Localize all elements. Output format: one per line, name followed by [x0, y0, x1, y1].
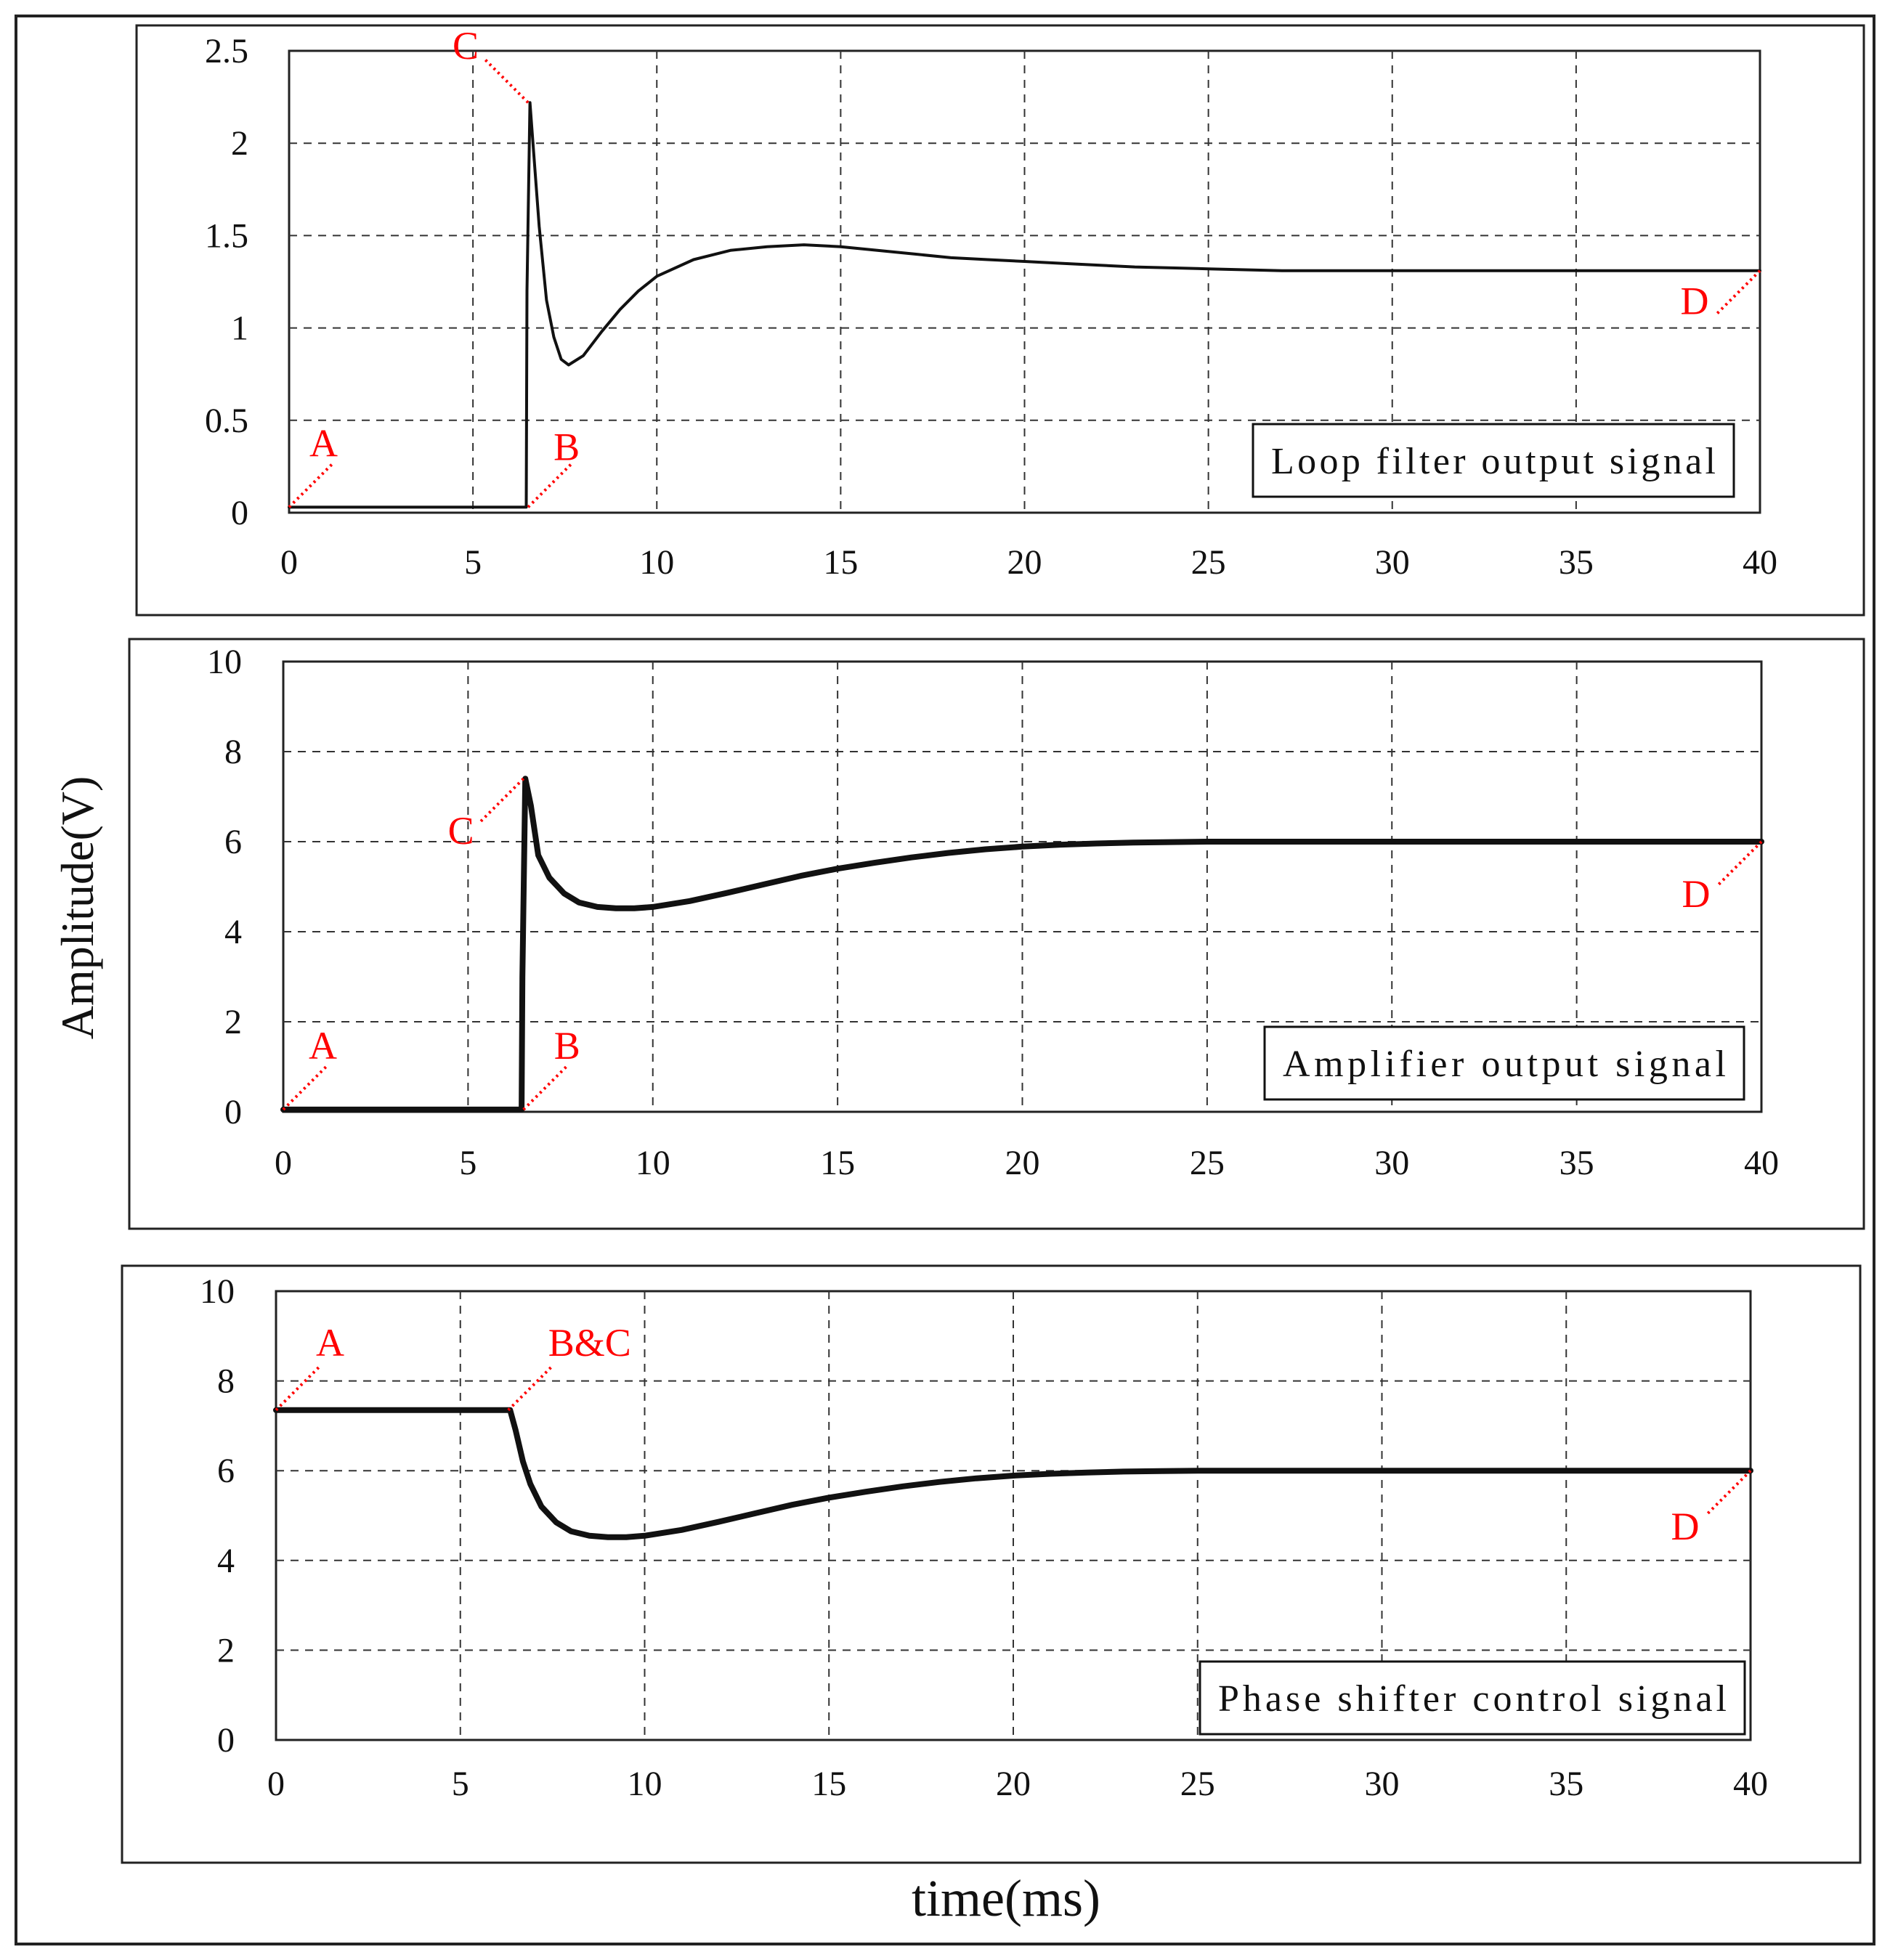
y-tick-label: 0.5 — [205, 402, 248, 440]
x-tick-label: 40 — [1743, 543, 1777, 582]
annotation-label: B — [553, 425, 580, 468]
legend-label: Amplifier output signal — [1283, 1044, 1726, 1085]
x-tick-label: 15 — [823, 543, 858, 582]
x-tick-label: 20 — [1005, 1144, 1040, 1182]
y-tick-label: 2 — [224, 1003, 242, 1041]
y-tick-label: 2 — [217, 1631, 235, 1670]
panel-3-frame — [121, 1264, 1862, 1864]
annotation-leader — [1715, 269, 1761, 316]
series-line — [280, 776, 1764, 1113]
x-tick-label: 25 — [1191, 543, 1226, 582]
annotation-leader — [1716, 840, 1763, 887]
y-tick-label: 8 — [224, 733, 242, 771]
series-line — [273, 1407, 1753, 1540]
annotation-label: D — [1681, 280, 1709, 323]
x-tick-label: 0 — [275, 1144, 292, 1182]
x-tick-label: 15 — [811, 1765, 846, 1803]
x-tick-label: 5 — [464, 543, 482, 582]
panel-1-frame — [135, 24, 1865, 617]
annotation-label: A — [309, 421, 338, 465]
annotation-label: C — [453, 24, 479, 68]
x-tick-label: 10 — [636, 1144, 670, 1182]
x-tick-label: 35 — [1559, 543, 1594, 582]
annotation-label: D — [1682, 872, 1711, 916]
y-tick-label: 10 — [207, 643, 242, 681]
y-tick-label: 2.5 — [205, 32, 248, 70]
annotation-leader — [288, 462, 334, 508]
loop-filter-plot: 0 5 10 15 20 25 30 35 40 0 0.5 1 1.5 2 2.5 A B C D Loop fil… — [205, 24, 1777, 582]
x-tick-label: 20 — [1007, 543, 1042, 582]
x-tick-label: 40 — [1733, 1765, 1768, 1803]
x-tick-label: 25 — [1180, 1765, 1215, 1803]
x-tick-label: 5 — [452, 1765, 469, 1803]
annotation-label: B&C — [548, 1321, 631, 1365]
x-tick-label: 15 — [820, 1144, 855, 1182]
phase-shifter-plot: 0 5 10 15 20 25 30 35 40 0 2 4 6 8 10 A B&C D Phase shifte… — [200, 1272, 1768, 1803]
y-axis-label: Amplitude(V) — [52, 776, 103, 1040]
annotation-label: C — [448, 809, 474, 853]
annotation-leader — [282, 1065, 328, 1111]
y-tick-label: 1.5 — [205, 216, 248, 255]
y-tick-label: 10 — [200, 1272, 235, 1311]
annotation-label: B — [554, 1024, 580, 1068]
x-tick-label: 0 — [280, 543, 298, 582]
annotation-label: A — [309, 1024, 337, 1068]
x-tick-label: 35 — [1560, 1144, 1594, 1182]
x-tick-label: 30 — [1374, 1144, 1409, 1182]
x-tick-label: 30 — [1375, 543, 1410, 582]
y-tick-label: 1 — [231, 309, 248, 348]
y-tick-label: 2 — [231, 124, 248, 163]
x-tick-label: 30 — [1365, 1765, 1400, 1803]
legend-box — [1199, 1660, 1746, 1736]
y-tick-label: 0 — [231, 494, 248, 532]
panel-2-frame — [128, 638, 1865, 1230]
y-tick-label: 0 — [217, 1721, 235, 1760]
x-tick-label: 5 — [459, 1144, 476, 1182]
annotation-leader — [1706, 1469, 1752, 1516]
legend-label: Loop filter output signal — [1271, 441, 1716, 482]
annotation-label: A — [316, 1321, 344, 1365]
y-tick-label: 8 — [217, 1362, 235, 1401]
annotation-leader — [479, 777, 525, 824]
y-tick-label: 6 — [224, 823, 242, 861]
x-tick-label: 25 — [1190, 1144, 1225, 1182]
y-tick-label: 4 — [224, 913, 242, 951]
y-tick-label: 6 — [217, 1452, 235, 1490]
x-tick-label: 10 — [639, 543, 674, 582]
x-tick-label: 10 — [628, 1765, 662, 1803]
annotation-leader — [522, 1065, 569, 1111]
series-line — [288, 101, 1761, 509]
annotation-leader — [527, 462, 573, 508]
x-axis-label: time(ms) — [912, 1869, 1100, 1927]
legend-box — [1252, 423, 1735, 498]
y-tick-label: 4 — [217, 1542, 235, 1580]
amplifier-plot: 0 5 10 15 20 25 30 35 40 0 2 4 6 8 10 A B C D Amplifier out… — [207, 643, 1779, 1182]
annotation-leader — [483, 57, 530, 104]
annotation-leader — [507, 1365, 553, 1412]
x-tick-label: 40 — [1744, 1144, 1779, 1182]
x-tick-label: 35 — [1549, 1765, 1583, 1803]
legend-label: Phase shifter control signal — [1218, 1678, 1727, 1720]
x-tick-label: 20 — [996, 1765, 1031, 1803]
legend-box — [1263, 1025, 1745, 1101]
x-tick-label: 0 — [267, 1765, 285, 1803]
y-tick-label: 0 — [224, 1093, 242, 1131]
annotation-label: D — [1671, 1505, 1700, 1548]
annotation-leader — [275, 1365, 321, 1412]
